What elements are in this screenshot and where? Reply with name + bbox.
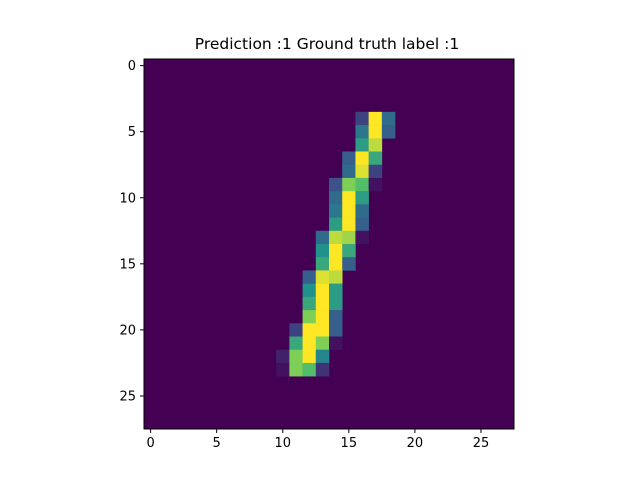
heatmap-cell: [315, 244, 330, 258]
heatmap-cell: [302, 323, 317, 337]
heatmap-cell: [315, 257, 330, 271]
heatmap-cell: [342, 151, 356, 166]
heatmap-cell: [381, 111, 396, 126]
heatmap-cell: [368, 177, 383, 192]
y-tick-label: 15: [119, 257, 136, 272]
heatmap-cell: [368, 138, 383, 152]
heatmap-cell: [315, 296, 330, 311]
heatmap-cell: [329, 191, 343, 205]
heatmap-cell: [315, 230, 330, 245]
heatmap-cell: [302, 336, 317, 351]
heatmap-cell: [355, 111, 369, 126]
heatmap-cell: [355, 138, 369, 152]
heatmap-cell: [289, 336, 303, 351]
heatmap-cell: [315, 270, 330, 284]
heatmap-cell: [329, 323, 343, 337]
heatmap-cell: [329, 217, 343, 232]
heatmap-cell: [302, 362, 317, 377]
heatmap-cell: [342, 257, 356, 271]
heatmap-cell: [315, 336, 330, 351]
heatmap-cell: [355, 204, 369, 218]
heatmap-cell: [289, 323, 303, 337]
y-tick-label: 25: [119, 389, 136, 404]
heatmap-cell: [329, 230, 343, 245]
heatmap-cell: [342, 217, 356, 232]
heatmap-cell: [302, 310, 317, 324]
heatmap-cell: [368, 151, 383, 166]
heatmap-cell: [342, 191, 356, 205]
heatmap-cell: [302, 349, 317, 364]
heatmap-cell: [342, 164, 356, 179]
y-tick-label: 5: [128, 125, 136, 140]
heatmap-cell: [315, 283, 330, 298]
x-tick-label: 0: [146, 436, 154, 451]
axes-layer: 0 5 10 15 20 25 0 5 10 15 20 25: [119, 58, 515, 451]
y-tick-label: 0: [128, 59, 136, 74]
heatmap-cell: [355, 164, 369, 179]
heatmap-cell: [289, 362, 303, 377]
heatmap-cell: [355, 125, 369, 139]
image-layer: [144, 59, 514, 429]
heatmap-cell: [342, 244, 356, 258]
heatmap-cell: [302, 296, 317, 311]
heatmap-cell: [368, 111, 383, 126]
heatmap-cell: [329, 310, 343, 324]
heatmap-cell: [329, 204, 343, 218]
heatmap-cell: [302, 270, 317, 284]
heatmap-cell: [289, 349, 303, 364]
heatmap-cell: [315, 362, 330, 377]
heatmap-cell: [315, 310, 330, 324]
heatmap-cell: [276, 349, 290, 364]
heatmap-cell: [342, 204, 356, 218]
heatmap-cell: [276, 362, 290, 377]
heatmap-cell: [315, 323, 330, 337]
y-tick-label: 20: [119, 323, 136, 338]
x-tick-label: 5: [213, 436, 221, 451]
heatmap-cell: [342, 230, 356, 245]
heatmap-cell: [329, 270, 343, 284]
heatmap-cell: [329, 257, 343, 271]
x-tick-label: 20: [407, 436, 424, 451]
heatmap-cell: [329, 283, 343, 298]
heatmap-cell: [368, 125, 383, 139]
y-tick-label: 10: [119, 191, 136, 206]
heatmap-cell: [329, 244, 343, 258]
chart-title: Prediction :1 Ground truth label :1: [195, 35, 459, 53]
heatmap-cell: [329, 296, 343, 311]
x-tick-label: 25: [473, 436, 490, 451]
heatmap-cell: [355, 217, 369, 232]
x-tick-label: 15: [341, 436, 358, 451]
heatmap-cell: [329, 336, 343, 351]
heatmap-cell: [329, 177, 343, 192]
heatmap-cell: [368, 164, 383, 179]
x-tick-label: 10: [274, 436, 291, 451]
heatmap-cell: [342, 177, 356, 192]
heatmap-cell: [355, 177, 369, 192]
heatmap-cell: [355, 191, 369, 205]
heatmap-cell: [302, 283, 317, 298]
heatmap-cell: [381, 125, 396, 139]
axes-frame: [143, 58, 515, 430]
heatmap-cell: [355, 151, 369, 166]
heatmap-cell: [315, 349, 330, 364]
heatmap-cell: [355, 230, 369, 245]
